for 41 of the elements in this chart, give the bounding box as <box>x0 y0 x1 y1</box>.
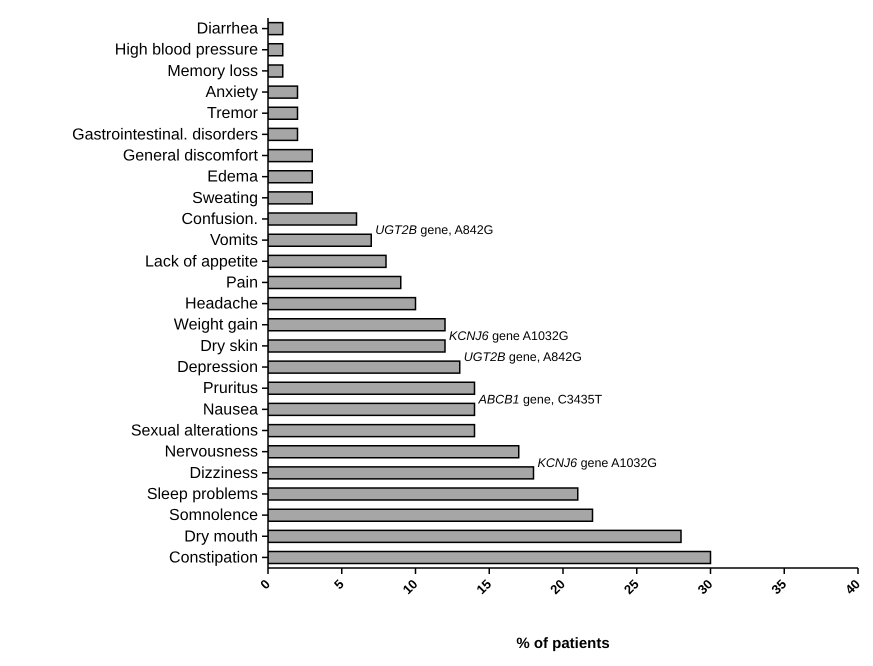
y-tick-label: Confusion. <box>182 210 258 228</box>
y-tick-label: Weight gain <box>174 316 258 334</box>
x-tick-label: 40 <box>842 576 863 598</box>
x-tick-label: 35 <box>768 576 790 598</box>
y-tick-label: Diarrhea <box>196 20 258 38</box>
x-tick-label: 25 <box>620 576 642 598</box>
y-tick-label: Sweating <box>192 190 258 207</box>
y-tick-label: Pruritus <box>202 380 258 398</box>
annotation: UGT2B gene, A842G <box>464 350 582 364</box>
annotation: UGT2B gene, A842G <box>375 223 494 238</box>
y-tick-label: Dry skin <box>200 338 258 355</box>
x-tick-label: 20 <box>547 576 568 598</box>
x-tick-label: 15 <box>473 576 494 598</box>
y-tick-label: Dizziness <box>190 464 258 482</box>
x-tick-label: 10 <box>400 576 420 598</box>
x-axis-title: % of patients <box>516 635 610 652</box>
y-tick-label: Memory loss <box>167 62 258 80</box>
x-tick-label: 0 <box>257 576 273 592</box>
y-tick-label: Sexual alterations <box>130 422 258 440</box>
y-tick-label: Nausea <box>202 401 258 418</box>
y-tick-label: Vomits <box>210 232 258 250</box>
annotation: KCNJ6 gene A1032G <box>538 456 658 470</box>
y-tick-label: Anxiety <box>206 84 258 102</box>
y-tick-label: Nervousness <box>164 444 258 461</box>
y-tick-label: General discomfort <box>122 148 259 164</box>
annotation: KCNJ6 gene A1032G <box>449 328 569 343</box>
y-tick-label: Headache <box>185 296 258 313</box>
y-tick-label: Constipation <box>169 549 258 566</box>
x-tick-label: 30 <box>694 576 716 598</box>
y-tick-label: Sleep problems <box>146 486 258 503</box>
annotation: ABCB1 gene, C3435T <box>478 392 603 406</box>
y-tick-label: Gastrointestinal. disorders <box>72 126 258 144</box>
y-tick-label: Pain <box>226 274 258 292</box>
y-tick-label: Dry mouth <box>184 528 258 546</box>
y-tick-label: Depression <box>177 359 258 376</box>
y-tick-label: Lack of appetite <box>145 253 258 270</box>
y-tick-label: High blood pressure <box>114 42 258 59</box>
y-tick-label: Edema <box>207 168 258 186</box>
y-tick-label: Somnolence <box>169 507 258 524</box>
x-tick-label: 5 <box>330 576 347 592</box>
y-tick-label: Tremor <box>207 105 259 122</box>
